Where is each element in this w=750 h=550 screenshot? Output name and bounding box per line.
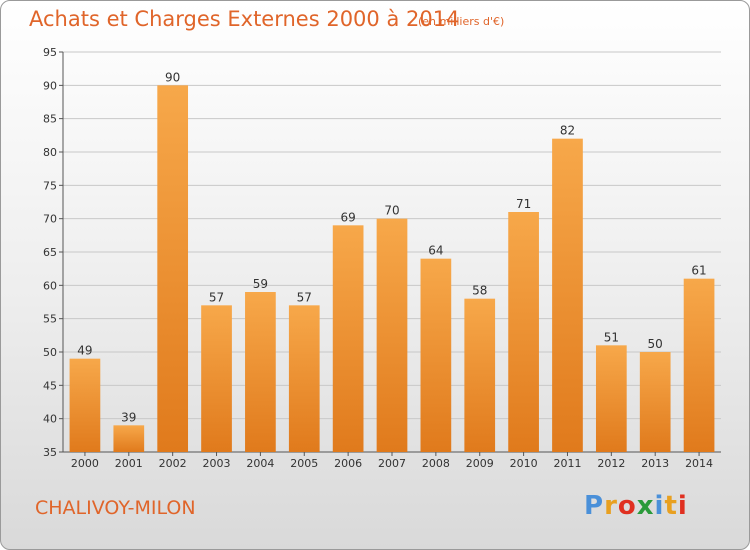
data-label: 59 [253, 277, 268, 291]
y-tick-label: 75 [43, 179, 57, 192]
bar [639, 352, 671, 452]
bar [245, 292, 276, 452]
logo-letter: i [677, 491, 688, 521]
y-tick-label: 90 [43, 79, 57, 92]
y-tick-label: 35 [43, 446, 57, 459]
x-tick-label: 2004 [246, 457, 274, 470]
x-tick-label: 2001 [115, 457, 143, 470]
y-tick-label: 60 [43, 279, 57, 292]
place-name: CHALIVOY-MILON [35, 497, 196, 519]
data-label: 71 [516, 197, 531, 211]
chart-title: Achats et Charges Externes 2000 à 2014 [29, 7, 460, 31]
data-label: 61 [691, 264, 706, 278]
logo-letter: r [604, 491, 618, 521]
x-tick-label: 2005 [290, 457, 318, 470]
logo-letter: t [664, 491, 678, 521]
bar [595, 345, 627, 452]
x-tick-label: 2013 [641, 457, 669, 470]
y-tick-label: 85 [43, 113, 57, 126]
x-tick-label: 2009 [466, 457, 494, 470]
y-tick-label: 95 [43, 46, 57, 59]
data-label: 39 [121, 410, 136, 424]
data-label: 69 [340, 210, 355, 224]
proxiti-logo[interactable]: Proxiti [584, 491, 688, 521]
x-tick-label: 2010 [510, 457, 538, 470]
logo-letter: x [636, 491, 655, 521]
x-tick-label: 2002 [159, 457, 187, 470]
x-tick-label: 2011 [553, 457, 581, 470]
data-label: 64 [428, 244, 443, 258]
data-label: 50 [648, 337, 663, 351]
y-tick-label: 55 [43, 313, 57, 326]
y-tick-label: 80 [43, 146, 57, 159]
x-tick-label: 2012 [597, 457, 625, 470]
y-tick-label: 45 [43, 379, 57, 392]
bar [288, 305, 320, 452]
x-tick-label: 2000 [71, 457, 99, 470]
bar [113, 425, 145, 452]
bar [201, 305, 232, 452]
x-tick-label: 2003 [203, 457, 231, 470]
logo-letter: P [584, 491, 605, 521]
x-tick-label: 2007 [378, 457, 406, 470]
y-tick-label: 50 [43, 346, 57, 359]
x-tick-label: 2014 [685, 457, 713, 470]
bar [464, 298, 496, 452]
bar [508, 212, 539, 452]
data-label: 90 [165, 70, 180, 84]
labels: 49 2000 39 2001 90 2002 57 2003 59 2004 57 2005 69 20… [71, 70, 713, 470]
y-tick-label: 40 [43, 413, 57, 426]
data-label: 70 [384, 204, 399, 218]
data-label: 57 [297, 290, 312, 304]
logo-letter: i [654, 491, 665, 521]
logo-letter: o [617, 491, 637, 521]
y-tick-label: 65 [43, 246, 57, 259]
data-label: 82 [560, 124, 575, 138]
x-tick-label: 2008 [422, 457, 450, 470]
bar [157, 85, 189, 452]
data-label: 58 [472, 284, 487, 298]
chart-subtitle: (en milliers d'€) [418, 15, 505, 28]
bar [552, 138, 583, 452]
data-label: 57 [209, 290, 224, 304]
data-label: 51 [604, 330, 619, 344]
x-tick-label: 2006 [334, 457, 362, 470]
bar [69, 358, 101, 452]
bar [420, 258, 452, 452]
bar [376, 218, 408, 452]
bar [683, 278, 715, 452]
bars [69, 85, 715, 452]
bar [332, 225, 364, 452]
y-tick-label: 70 [43, 213, 57, 226]
data-label: 49 [77, 344, 92, 358]
